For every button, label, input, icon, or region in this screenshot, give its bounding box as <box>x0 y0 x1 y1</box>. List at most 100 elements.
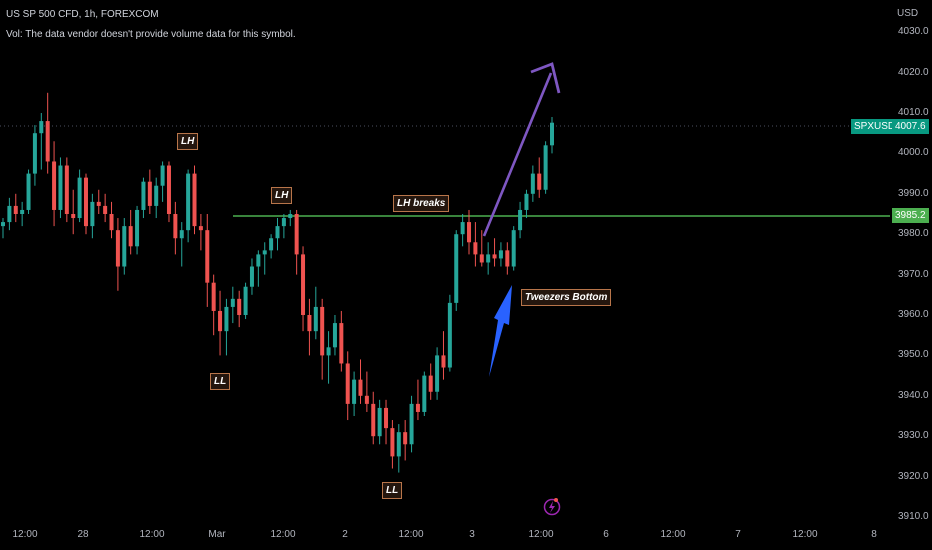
candle-body <box>141 181 146 210</box>
candle <box>128 209 133 255</box>
annotation-ll-2[interactable]: LL <box>382 482 403 499</box>
candle <box>122 218 127 275</box>
candle <box>83 173 88 235</box>
candle <box>7 197 12 231</box>
candle-body <box>224 306 229 332</box>
y-tick-label: 3960.0 <box>898 309 929 320</box>
candle-body <box>77 177 82 219</box>
y-tick-label: 3990.0 <box>898 187 929 199</box>
x-tick-label: 8 <box>871 529 877 540</box>
candle-body <box>358 379 363 396</box>
candle <box>492 238 497 267</box>
blue-up-arrow <box>489 285 512 377</box>
candle <box>473 222 478 267</box>
volume-note: Vol: The data vendor doesn't provide vol… <box>6 29 296 40</box>
candle-body <box>198 226 203 231</box>
candle <box>135 205 140 255</box>
x-tick-label: 12:00 <box>398 529 424 540</box>
x-tick-label: 12:00 <box>12 529 38 540</box>
candle <box>13 193 18 223</box>
candle <box>537 157 542 198</box>
symbol-title: US SP 500 CFD, 1h, FOREXCOM <box>6 9 159 20</box>
candle-body <box>479 254 484 263</box>
level-price-tag: 3985.2 <box>892 208 929 223</box>
x-tick-label: 12:00 <box>139 529 165 540</box>
candle <box>96 189 101 214</box>
x-tick-label: 2 <box>342 529 348 540</box>
candle-body <box>492 254 497 259</box>
candle-body <box>256 254 261 267</box>
y-tick-label: 3910.0 <box>898 511 929 522</box>
candle-body <box>505 250 510 267</box>
y-tick-label: 3980.0 <box>898 228 929 240</box>
candle <box>460 214 465 247</box>
candle-body <box>486 254 491 263</box>
candle <box>332 315 337 356</box>
annotation-lh-2[interactable]: LH <box>271 187 293 204</box>
candle-body <box>550 122 554 146</box>
candle <box>71 189 76 235</box>
x-tick-label: 7 <box>735 529 741 540</box>
candle-body <box>320 306 325 356</box>
candle <box>211 274 216 336</box>
candle <box>352 371 357 416</box>
candle <box>550 117 554 154</box>
candle-body <box>345 363 350 404</box>
symbol-tag: SPXUSD <box>851 119 899 134</box>
candle <box>530 165 535 202</box>
annotation-lh-breaks[interactable]: LH breaks <box>393 195 450 212</box>
candle-body <box>441 355 446 368</box>
candle <box>1 218 5 239</box>
candle-body <box>32 133 37 174</box>
candle-body <box>192 173 197 227</box>
candle <box>262 242 267 275</box>
candle-body <box>339 323 344 364</box>
candle-body <box>109 214 114 231</box>
x-tick-label: 28 <box>77 529 89 540</box>
candle-body <box>377 407 382 437</box>
candle-body <box>530 173 535 194</box>
candle <box>486 242 491 275</box>
candle-body <box>45 121 50 162</box>
candle <box>377 399 382 445</box>
annotation-lh-1[interactable]: LH <box>177 133 199 150</box>
candle-body <box>415 403 420 412</box>
candle <box>109 201 114 239</box>
candle <box>154 177 159 219</box>
candle <box>479 230 484 267</box>
candle <box>198 214 203 251</box>
candle <box>435 347 440 400</box>
candle <box>364 371 369 412</box>
y-tick-label: 3920.0 <box>898 470 929 482</box>
last-price-tag: 4007.6 <box>892 119 929 134</box>
candle-body <box>288 214 293 219</box>
candle <box>454 230 459 311</box>
candle-body <box>122 226 127 267</box>
candle-body <box>371 403 376 437</box>
candle <box>237 290 242 328</box>
candle <box>115 218 120 291</box>
candle <box>505 242 510 275</box>
candle <box>326 331 331 384</box>
candle <box>447 294 452 372</box>
annotation-tweezers-bottom[interactable]: Tweezers Bottom <box>521 289 612 306</box>
candle <box>20 201 25 227</box>
candle-body <box>135 209 140 247</box>
candle <box>90 193 95 239</box>
candle-body <box>39 121 44 134</box>
candle-body <box>511 230 516 267</box>
candle-body <box>154 185 159 206</box>
candle <box>498 242 503 267</box>
annotation-ll-1[interactable]: LL <box>210 373 231 390</box>
candle <box>409 395 414 453</box>
flash-icon[interactable] <box>543 498 561 516</box>
candle-body <box>332 323 337 348</box>
candle-body <box>7 205 12 223</box>
x-tick-label: 6 <box>603 529 609 540</box>
y-tick-label: 4020.0 <box>898 66 929 78</box>
candle <box>281 214 286 239</box>
candle <box>192 165 197 235</box>
candle-body <box>128 226 133 247</box>
